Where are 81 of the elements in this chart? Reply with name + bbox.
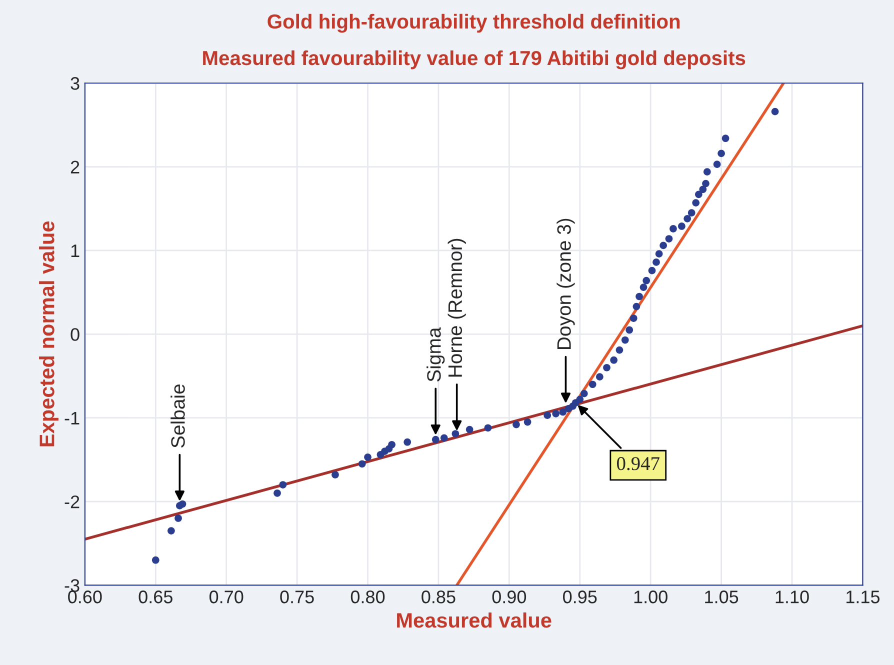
point <box>332 471 339 478</box>
y-tick-label: 1 <box>71 244 80 258</box>
x-tick-label: 0.90 <box>492 590 526 604</box>
point <box>713 160 721 168</box>
annotation: Sigma <box>426 327 445 382</box>
point <box>404 438 412 446</box>
point <box>576 396 584 404</box>
point <box>466 426 474 434</box>
point <box>452 430 460 438</box>
point <box>670 225 677 232</box>
point <box>544 412 552 420</box>
point <box>178 500 186 508</box>
annotation: Horne (Remnor) <box>448 238 466 377</box>
point <box>640 284 648 291</box>
point <box>588 380 596 388</box>
x-tick-label: 0.75 <box>280 590 314 604</box>
annotation: Selbaie <box>170 384 185 448</box>
point <box>642 276 650 284</box>
point <box>358 460 366 468</box>
point <box>660 242 667 250</box>
point <box>524 418 532 426</box>
x-tick-label: 1.15 <box>846 590 880 604</box>
point <box>388 440 396 448</box>
point <box>274 489 281 497</box>
chart-title: Gold high-favourability threshold definition <box>268 14 680 33</box>
point <box>626 326 634 334</box>
point <box>512 420 520 428</box>
point <box>152 556 160 564</box>
y-tick-label: -2 <box>64 495 80 508</box>
point <box>665 235 673 242</box>
point <box>694 190 702 198</box>
point <box>703 168 711 176</box>
chart-subtitle: Measured favourability value of 179 Abitibi gold deposits <box>203 50 746 70</box>
x-tick-label: 0.70 <box>209 590 244 604</box>
x-tick-label: 1.00 <box>634 590 668 604</box>
point <box>630 314 638 322</box>
point <box>632 302 640 310</box>
point <box>692 199 700 206</box>
point <box>636 292 643 300</box>
point <box>168 527 175 534</box>
point <box>484 424 492 432</box>
point <box>616 346 624 354</box>
point <box>610 356 618 364</box>
point <box>603 364 610 372</box>
point <box>652 258 660 266</box>
x-axis-title: Measured value <box>397 612 552 628</box>
point <box>678 222 686 230</box>
point <box>699 186 707 194</box>
y-tick-label: 2 <box>70 160 80 174</box>
y-tick-label: -3 <box>64 579 80 592</box>
point <box>580 390 588 398</box>
point <box>655 250 663 258</box>
point <box>771 108 779 116</box>
point <box>596 373 604 381</box>
y-tick-label: 3 <box>70 77 80 90</box>
x-tick-label: 0.80 <box>350 590 385 604</box>
point <box>684 215 692 222</box>
y-tick-label: 0 <box>70 328 80 341</box>
x-tick-label: 1.10 <box>776 590 809 604</box>
point <box>722 134 730 142</box>
point <box>364 453 372 461</box>
point <box>552 410 560 418</box>
x-tick-label: 1.05 <box>705 590 738 604</box>
point <box>559 408 567 416</box>
point <box>688 209 696 216</box>
point <box>174 514 182 522</box>
point <box>440 434 448 442</box>
x-tick-label: 0.85 <box>422 590 456 604</box>
point <box>702 180 710 188</box>
point <box>279 481 287 488</box>
annotation: Doyon (zone 3) <box>556 218 575 349</box>
y-tick-label: -1 <box>64 412 80 424</box>
annotation: 0.947 <box>617 457 660 470</box>
point <box>432 436 440 444</box>
point <box>718 150 725 158</box>
point <box>648 266 656 274</box>
x-tick-label: 0.60 <box>68 590 102 604</box>
point <box>621 336 629 344</box>
x-tick-label: 0.65 <box>138 590 172 604</box>
x-tick-label: 0.95 <box>563 590 597 604</box>
y-axis-title: Expected normal value <box>39 221 58 446</box>
